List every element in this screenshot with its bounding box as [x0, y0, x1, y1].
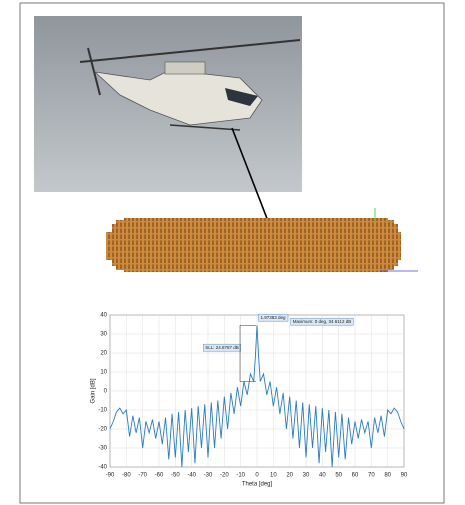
- y-tick-label: 40: [100, 313, 107, 319]
- y-tick-label: 20: [100, 351, 107, 357]
- y-tick-label: 0: [104, 389, 108, 395]
- x-tick-label: 40: [319, 473, 326, 479]
- y-tick-label: -30: [98, 446, 107, 452]
- y-tick-label: -20: [98, 427, 107, 433]
- x-tick-label: -70: [138, 473, 147, 479]
- y-tick-label: -40: [98, 465, 107, 471]
- photo: [34, 16, 302, 192]
- annotation: SLL: 24.8787 dB: [205, 345, 239, 350]
- page: -40 -30 -20 -10 0 10 20 30 40 -90 -80 -70 -60 -50 -40 -…: [0, 0, 465, 505]
- x-tick-label: -40: [187, 473, 196, 479]
- x-tick-label: -90: [106, 473, 115, 479]
- x-tick-label: 80: [384, 473, 391, 479]
- x-tick-label: -80: [122, 473, 131, 479]
- y-tick-label: 30: [100, 332, 107, 338]
- x-tick-label: -50: [171, 473, 180, 479]
- x-tick-label: 30: [303, 473, 310, 479]
- annotation: 1.97383 deg: [260, 315, 286, 320]
- antenna-array: [106, 208, 418, 272]
- x-tick-label: 60: [352, 473, 359, 479]
- x-tick-label: 50: [335, 473, 342, 479]
- x-axis-title: Theta [deg]: [242, 482, 273, 488]
- annotation: Maximum: 0 deg, 34.6112 dB: [293, 319, 351, 324]
- y-axis-title: Gain [dB]: [91, 378, 97, 403]
- x-tick-label: 0: [255, 473, 259, 479]
- x-tick-label: 70: [368, 473, 375, 479]
- y-tick-label: -10: [98, 408, 107, 414]
- x-tick-label: -30: [204, 473, 213, 479]
- x-tick-label: 20: [286, 473, 293, 479]
- x-tick-label: 90: [401, 473, 408, 479]
- y-tick-label: 10: [100, 370, 107, 376]
- x-tick-label: -10: [236, 473, 245, 479]
- figure: -40 -30 -20 -10 0 10 20 30 40 -90 -80 -70 -60 -50 -40 -…: [0, 0, 465, 505]
- x-tick-label: -60: [155, 473, 164, 479]
- x-tick-label: 10: [270, 473, 277, 479]
- x-tick-label: -20: [220, 473, 229, 479]
